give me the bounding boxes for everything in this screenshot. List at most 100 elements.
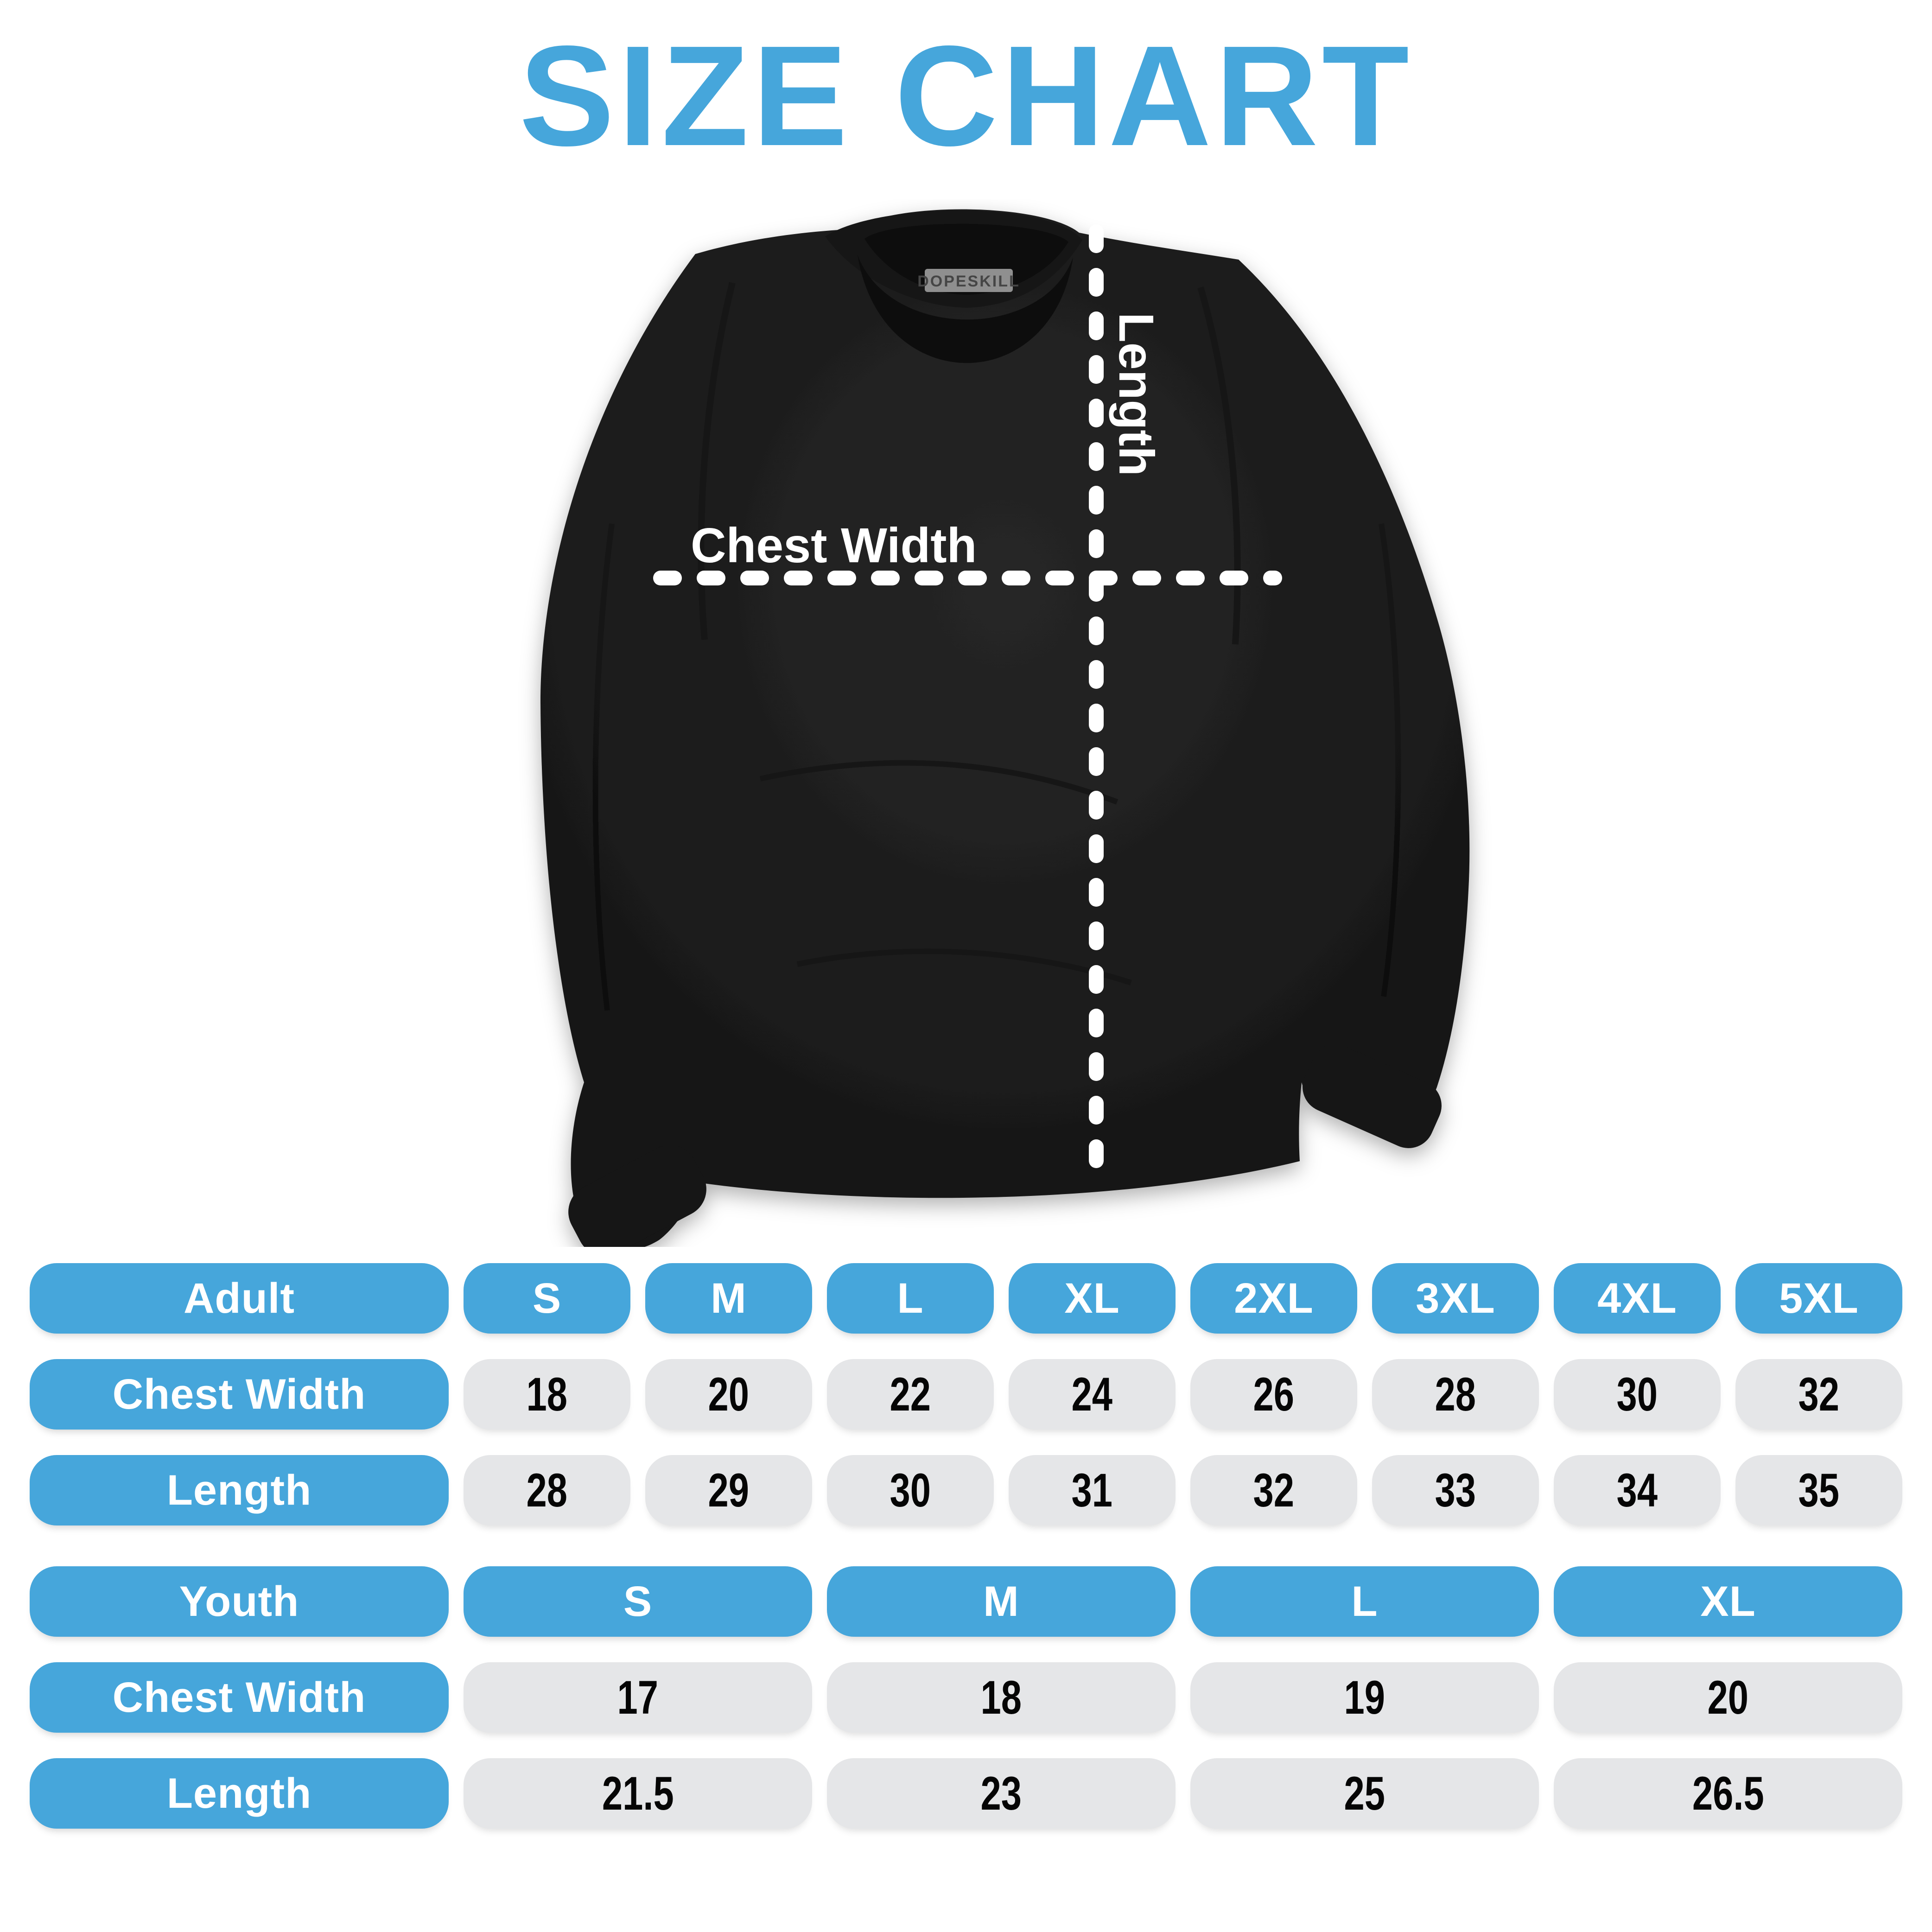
size-header: XL [1554, 1566, 1902, 1637]
shirt-body-group: DOPESKILL [540, 209, 1470, 1247]
size-header: 4XL [1554, 1263, 1721, 1334]
size-header: 2XL [1190, 1263, 1357, 1334]
measure-label-text: Chest Width [112, 1673, 366, 1721]
measure-value: 33 [1372, 1455, 1539, 1525]
measure-value: 19 [1190, 1662, 1539, 1733]
measure-value: 21.5 [464, 1758, 812, 1829]
adult_table-data-row: Chest Width 18 20 22 24 26 28 30 32 [30, 1359, 1902, 1430]
chest-width-label: Chest Width [691, 518, 977, 573]
measure-value-text: 32 [1798, 1367, 1840, 1421]
measure-value-text: 32 [1253, 1463, 1295, 1517]
measure-value: 26.5 [1554, 1758, 1902, 1829]
measure-value-text: 23 [980, 1767, 1022, 1820]
measure-value: 18 [464, 1359, 630, 1430]
page-title: SIZE CHART [519, 16, 1413, 176]
measure-value-text: 31 [1071, 1463, 1113, 1517]
size-header: S [464, 1566, 812, 1637]
size-header-text: L [1351, 1577, 1378, 1625]
measure-value-text: 18 [526, 1367, 568, 1421]
measure-value: 31 [1009, 1455, 1176, 1525]
size-header: 5XL [1735, 1263, 1902, 1334]
group-label-text: Youth [179, 1577, 299, 1625]
measure-value-text: 22 [890, 1367, 931, 1421]
measure-value: 22 [827, 1359, 994, 1430]
measure-label: Chest Width [30, 1359, 449, 1430]
size-header-text: M [983, 1577, 1019, 1625]
size-header-text: S [532, 1274, 562, 1322]
sleeve-fold-line [592, 523, 615, 1011]
youth_table-header-row: Youth S M L XL [30, 1566, 1902, 1637]
measure-label-text: Chest Width [112, 1370, 366, 1418]
group-label: Youth [30, 1566, 449, 1637]
measure-label-text: Length [166, 1466, 312, 1514]
shirt-mockup: DOPESKILL Chest Width Length [473, 199, 1520, 1247]
left-armhole-seam [698, 282, 736, 640]
measure-value-text: 25 [1344, 1767, 1385, 1820]
size-header: S [464, 1263, 630, 1334]
size-header: XL [1009, 1263, 1176, 1334]
sleeve-fold-line [1379, 523, 1401, 997]
measure-value: 30 [1554, 1359, 1721, 1430]
measure-value: 17 [464, 1662, 812, 1733]
brand-label: DOPESKILL [917, 273, 1020, 290]
measure-value-text: 30 [1616, 1367, 1658, 1421]
measure-value: 20 [645, 1359, 812, 1430]
measure-value-text: 26.5 [1692, 1767, 1764, 1820]
measure-value: 35 [1735, 1455, 1902, 1525]
measure-label: Length [30, 1758, 449, 1829]
shirt-body [540, 209, 1470, 1247]
measure-value: 34 [1554, 1455, 1721, 1525]
measure-value-text: 34 [1616, 1463, 1658, 1517]
measure-value-text: 33 [1435, 1463, 1476, 1517]
size-header-text: S [623, 1577, 653, 1625]
measure-value: 20 [1554, 1662, 1902, 1733]
size-header: L [1190, 1566, 1539, 1637]
measure-value-text: 20 [1707, 1671, 1749, 1724]
right-cuff [1303, 1044, 1442, 1148]
measure-value-text: 20 [708, 1367, 750, 1421]
adult-size-table: Adult S M L XL 2XL 3XL 4XL 5XL Chest Width 18 20 22 2… [30, 1263, 1902, 1525]
measure-value: 28 [1372, 1359, 1539, 1430]
measure-value-text: 17 [617, 1671, 659, 1724]
measure-value-text: 28 [526, 1463, 568, 1517]
wrinkle-line [759, 760, 1119, 805]
left-cuff [568, 1145, 706, 1247]
measurement-guides: Chest Width Length [653, 224, 1282, 1189]
adult_table-data-row: Length 28 29 30 31 32 33 34 35 [30, 1455, 1902, 1525]
collar-opening [864, 223, 1068, 295]
youth_table-data-row: Chest Width 17 18 19 20 [30, 1662, 1902, 1733]
size-header-text: L [897, 1274, 924, 1322]
measure-value-text: 35 [1798, 1463, 1840, 1517]
measure-value: 32 [1735, 1359, 1902, 1430]
measure-label: Length [30, 1455, 449, 1525]
measure-value: 24 [1009, 1359, 1176, 1430]
measure-value: 30 [827, 1455, 994, 1525]
size-header-text: XL [1064, 1274, 1120, 1322]
size-header-text: 4XL [1597, 1274, 1677, 1322]
measure-value: 23 [827, 1758, 1176, 1829]
group-label: Adult [30, 1263, 449, 1334]
measure-value: 18 [827, 1662, 1176, 1733]
measure-value-text: 18 [980, 1671, 1022, 1724]
size-header: L [827, 1263, 994, 1334]
length-label: Length [1109, 312, 1163, 476]
shirt-illustration: DOPESKILL Chest Width Length [540, 209, 1470, 1247]
measure-value: 26 [1190, 1359, 1357, 1430]
size-tables: Adult S M L XL 2XL 3XL 4XL 5XL Chest Width 18 20 22 2… [30, 1263, 1902, 1854]
size-header-text: M [711, 1274, 747, 1322]
wrinkle-line [796, 948, 1132, 985]
size-header-text: XL [1700, 1577, 1756, 1625]
measure-value-text: 30 [890, 1463, 931, 1517]
measure-value: 32 [1190, 1455, 1357, 1525]
measure-label-text: Length [166, 1769, 312, 1817]
adult_table-header-row: Adult S M L XL 2XL 3XL 4XL 5XL [30, 1263, 1902, 1334]
measure-label: Chest Width [30, 1662, 449, 1733]
collar: DOPESKILL [825, 210, 1082, 363]
measure-value: 29 [645, 1455, 812, 1525]
size-header: M [645, 1263, 812, 1334]
group-label-text: Adult [183, 1274, 295, 1322]
size-header: M [827, 1566, 1176, 1637]
measure-value-text: 29 [708, 1463, 750, 1517]
collar-front-shadow [858, 255, 1073, 363]
